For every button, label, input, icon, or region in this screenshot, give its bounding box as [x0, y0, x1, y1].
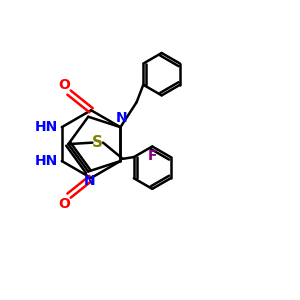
Text: F: F	[148, 149, 157, 163]
Text: O: O	[58, 78, 70, 92]
Text: HN: HN	[35, 120, 58, 134]
Text: S: S	[92, 135, 103, 150]
Text: O: O	[58, 196, 70, 211]
Text: HN: HN	[35, 154, 58, 168]
Text: N: N	[116, 111, 128, 125]
Text: N: N	[84, 174, 95, 188]
